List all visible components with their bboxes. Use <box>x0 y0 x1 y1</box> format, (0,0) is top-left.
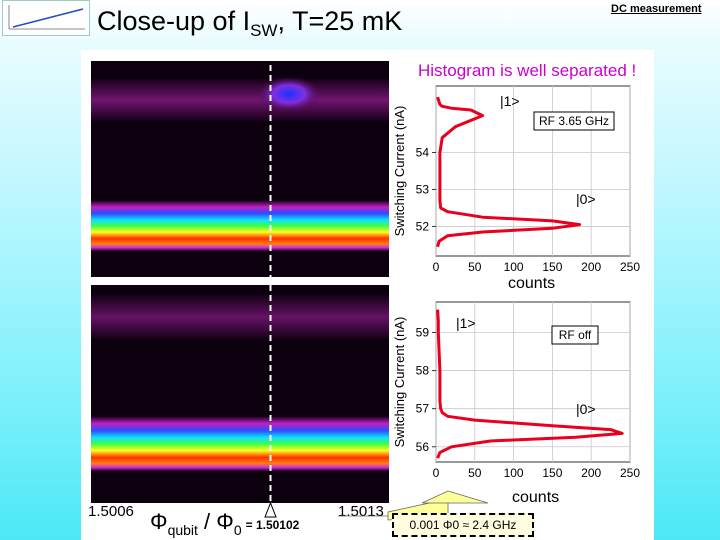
rf-label: RF 3.65 GHz <box>539 114 609 128</box>
x-tick-label: 250 <box>620 260 640 274</box>
histogram-curve <box>436 96 582 248</box>
flux-formula: Φqubit / Φ0 = 1.50102 <box>150 509 300 538</box>
y-tick-label: 58 <box>416 364 430 378</box>
state-one-label: |1> <box>500 93 520 109</box>
histogram-top: 0 50 100 150 200 250 52 53 54 Switching Current (… <box>392 85 640 274</box>
x-tick-label: 100 <box>504 260 524 274</box>
dc-measurement-link[interactable]: DC measurement <box>611 3 702 15</box>
histogram-curve <box>436 309 624 459</box>
x-tick-label: 50 <box>468 466 482 480</box>
x-tick-label: 150 <box>542 260 562 274</box>
flux-scale-box: 0.001 Φ0 ≈ 2.4 GHz <box>392 513 534 537</box>
y-tick-label: 54 <box>416 146 430 160</box>
state-zero-label: |0> <box>576 191 596 207</box>
y-axis-label: Switching Current (nA) <box>392 317 407 448</box>
x-tick-label: 150 <box>542 466 562 480</box>
heatmap-top <box>91 61 389 277</box>
rf-label-box <box>551 325 599 345</box>
y-axis-label: Switching Current (nA) <box>392 106 407 237</box>
x-tick-label: 0 <box>433 260 440 274</box>
x-tick-label: 200 <box>581 466 601 480</box>
y-tick-label: 59 <box>416 325 430 339</box>
y-tick-label: 56 <box>416 440 430 454</box>
y-tick-label: 57 <box>416 402 430 416</box>
slide-subtitle: Histogram is well separated ! <box>418 61 637 80</box>
slide-thumbnail <box>2 0 90 36</box>
x-tick-label: 50 <box>468 260 482 274</box>
x-tick-label: 0 <box>433 466 440 480</box>
x-axis-min-label: 1.5006 <box>88 503 134 520</box>
thumbnail-plot <box>8 5 85 30</box>
rf-label-box <box>533 111 615 131</box>
flux-marker <box>264 55 277 518</box>
x-tick-label: 250 <box>620 466 640 480</box>
y-tick-label: 52 <box>416 219 430 233</box>
histogram-bottom-xlabel: counts <box>512 489 560 506</box>
heatmap-bottom <box>91 285 389 503</box>
x-tick-label: 100 <box>504 466 524 480</box>
x-tick-label: 200 <box>581 260 601 274</box>
state-one-label: |1> <box>456 315 476 331</box>
histogram-top-xlabel: counts <box>508 275 556 292</box>
slide-title: Close-up of ISW, T=25 mK <box>97 6 403 40</box>
state-zero-label: |0> <box>576 401 596 417</box>
flux-marker-triangle <box>264 501 277 518</box>
histogram-bottom: 0 50 100 150 200 250 56 57 58 59 Switching Current… <box>392 301 640 480</box>
y-tick-label: 53 <box>416 182 430 196</box>
rf-label: RF off <box>559 328 592 342</box>
